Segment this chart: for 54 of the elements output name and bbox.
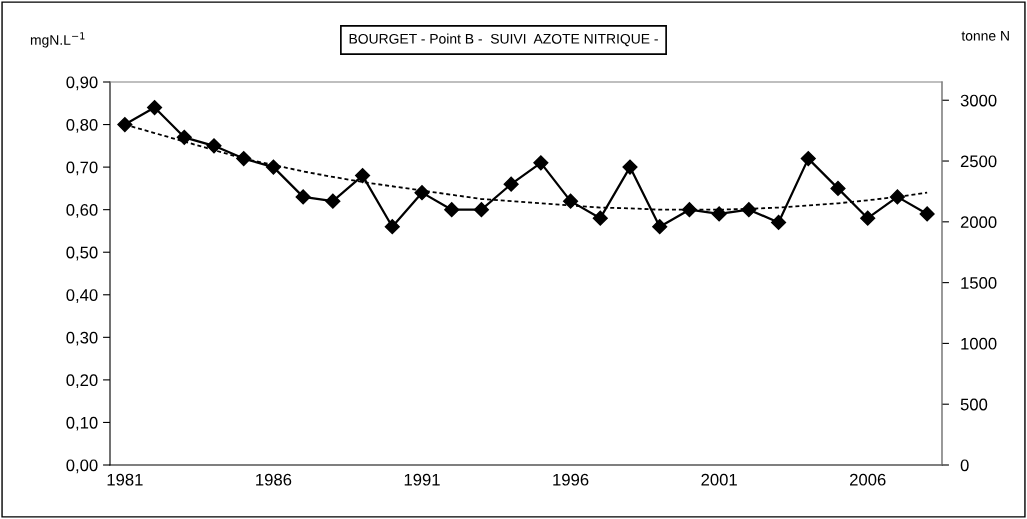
x-tick-label: 2006 <box>850 473 886 486</box>
y2-tick-label: 1000 <box>961 337 997 350</box>
y2-tick-label: 3000 <box>960 94 997 107</box>
point <box>533 155 549 171</box>
point <box>444 202 460 218</box>
point <box>147 99 163 116</box>
x-tick-label: 1991 <box>404 473 440 486</box>
point <box>563 193 579 209</box>
chart-title: BOURGET - Point B - SUIVI AZOTE NITRIQUE - <box>349 33 658 47</box>
point <box>800 151 816 167</box>
y-tick-label: 0,80 <box>66 118 98 133</box>
y-tick-label: 0,00 <box>66 459 98 474</box>
point <box>236 151 252 167</box>
point <box>741 202 757 218</box>
point <box>117 116 133 133</box>
x-tick-label: 1986 <box>256 473 292 486</box>
point <box>414 185 430 201</box>
y-tick-label: 0,60 <box>66 204 98 218</box>
point <box>355 168 371 184</box>
point <box>771 214 787 231</box>
y2-tick-label: 0 <box>960 459 969 472</box>
point <box>295 189 311 205</box>
y2-axis-title: tonne N <box>961 31 1009 41</box>
y-tick-label: 0,20 <box>66 374 98 389</box>
point <box>652 219 668 235</box>
x-tick-label: 1981 <box>107 473 143 486</box>
y-tick-label: 0,40 <box>66 289 98 303</box>
x-tick-label: 1996 <box>553 473 589 486</box>
point <box>919 206 935 222</box>
point <box>681 202 697 218</box>
y2-tick-label: 500 <box>960 398 988 411</box>
point <box>473 202 489 218</box>
x-tick-label: 2001 <box>701 473 737 486</box>
y2-tick-label: 2500 <box>960 155 997 168</box>
point <box>384 219 400 235</box>
y-tick-label: 0,70 <box>66 161 98 176</box>
y-tick-label: 0,50 <box>66 246 98 261</box>
point <box>325 193 341 209</box>
y-axis-title: mgN.L$^{−1}$ <box>30 32 85 48</box>
point <box>860 210 876 226</box>
y2-tick-label: 1500 <box>961 277 997 289</box>
point <box>889 189 905 205</box>
point <box>503 176 519 192</box>
point <box>176 129 192 145</box>
point <box>622 159 638 175</box>
y-tick-label: 0,10 <box>66 416 98 431</box>
point <box>830 180 846 196</box>
point <box>265 159 281 175</box>
y-tick-label: 0,30 <box>66 331 98 346</box>
y-tick-label: 0,90 <box>66 76 98 91</box>
point <box>592 210 608 226</box>
point <box>711 206 727 222</box>
point <box>206 138 222 154</box>
y2-tick-label: 2000 <box>960 216 997 229</box>
